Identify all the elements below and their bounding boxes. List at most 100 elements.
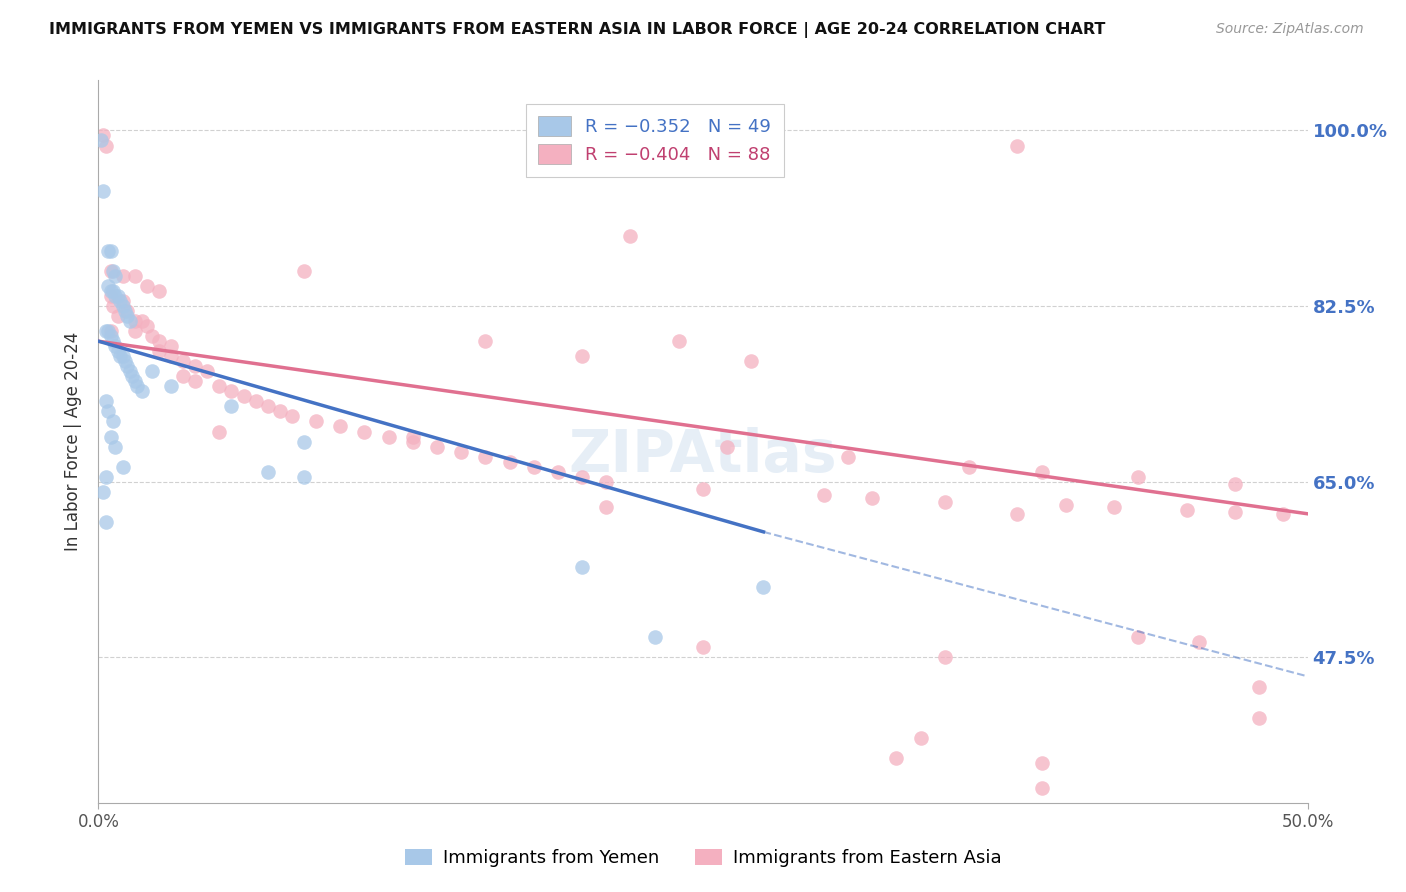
Point — [1128, 469, 1150, 483]
Point — [101, 334, 124, 348]
Point — [118, 314, 141, 328]
Point — [108, 293, 131, 308]
Point — [208, 379, 231, 393]
Point — [1007, 138, 1029, 153]
Point — [124, 268, 146, 283]
Point — [547, 465, 569, 479]
Text: Source: ZipAtlas.com: Source: ZipAtlas.com — [1216, 22, 1364, 37]
Point — [91, 484, 114, 499]
Point — [402, 434, 425, 449]
Point — [1223, 505, 1246, 519]
Point — [131, 314, 153, 328]
Point — [94, 138, 117, 153]
Point — [111, 299, 134, 313]
Point — [886, 750, 908, 764]
Point — [100, 289, 122, 303]
Point — [90, 133, 112, 147]
Point — [813, 488, 835, 502]
Point — [124, 324, 146, 338]
Point — [1102, 500, 1125, 514]
Point — [1054, 498, 1077, 512]
Point — [450, 444, 472, 458]
Point — [118, 364, 141, 378]
Point — [571, 469, 593, 483]
Point — [426, 440, 449, 454]
Point — [474, 450, 496, 464]
Point — [1175, 503, 1198, 517]
Point — [100, 329, 122, 343]
Point — [160, 349, 183, 363]
Point — [752, 580, 775, 594]
Point — [104, 339, 127, 353]
Point — [571, 349, 593, 363]
Point — [195, 364, 218, 378]
Text: IMMIGRANTS FROM YEMEN VS IMMIGRANTS FROM EASTERN ASIA IN LABOR FORCE | AGE 20-24: IMMIGRANTS FROM YEMEN VS IMMIGRANTS FROM… — [49, 22, 1105, 38]
Point — [860, 491, 883, 505]
Point — [107, 309, 129, 323]
Point — [160, 379, 183, 393]
Point — [1031, 780, 1053, 795]
Legend: Immigrants from Yemen, Immigrants from Eastern Asia: Immigrants from Yemen, Immigrants from E… — [398, 841, 1008, 874]
Point — [135, 319, 157, 334]
Point — [1128, 630, 1150, 644]
Point — [100, 264, 122, 278]
Point — [97, 324, 120, 338]
Point — [474, 334, 496, 348]
Point — [232, 389, 254, 403]
Point — [595, 475, 617, 489]
Point — [292, 469, 315, 483]
Point — [104, 440, 127, 454]
Point — [644, 630, 666, 644]
Point — [716, 440, 738, 454]
Point — [101, 299, 124, 313]
Point — [111, 349, 134, 363]
Point — [619, 228, 641, 243]
Point — [107, 344, 129, 359]
Point — [117, 359, 139, 374]
Point — [97, 404, 120, 418]
Point — [668, 334, 690, 348]
Point — [141, 364, 163, 378]
Point — [208, 425, 231, 439]
Point — [1249, 710, 1271, 724]
Point — [172, 369, 194, 384]
Point — [353, 425, 375, 439]
Point — [91, 184, 114, 198]
Point — [148, 284, 170, 298]
Point — [740, 354, 762, 368]
Point — [910, 731, 932, 745]
Point — [1007, 507, 1029, 521]
Point — [100, 324, 122, 338]
Point — [104, 289, 127, 303]
Point — [1249, 681, 1271, 695]
Point — [1272, 507, 1295, 521]
Point — [141, 329, 163, 343]
Point — [97, 244, 120, 258]
Point — [111, 459, 134, 474]
Point — [1031, 756, 1053, 770]
Point — [934, 494, 956, 508]
Point — [111, 293, 134, 308]
Point — [692, 482, 714, 496]
Point — [281, 409, 304, 424]
Legend: R = −0.352   N = 49, R = −0.404   N = 88: R = −0.352 N = 49, R = −0.404 N = 88 — [526, 103, 783, 177]
Point — [934, 650, 956, 665]
Point — [101, 414, 124, 429]
Point — [172, 354, 194, 368]
Point — [100, 284, 122, 298]
Point — [292, 434, 315, 449]
Point — [595, 500, 617, 514]
Point — [117, 309, 139, 323]
Point — [957, 459, 980, 474]
Point — [135, 279, 157, 293]
Point — [571, 560, 593, 574]
Point — [269, 404, 291, 418]
Point — [94, 324, 117, 338]
Point — [148, 334, 170, 348]
Point — [100, 429, 122, 443]
Point — [305, 414, 328, 429]
Point — [256, 400, 278, 414]
Point — [256, 465, 278, 479]
Point — [523, 459, 546, 474]
Point — [94, 469, 117, 483]
